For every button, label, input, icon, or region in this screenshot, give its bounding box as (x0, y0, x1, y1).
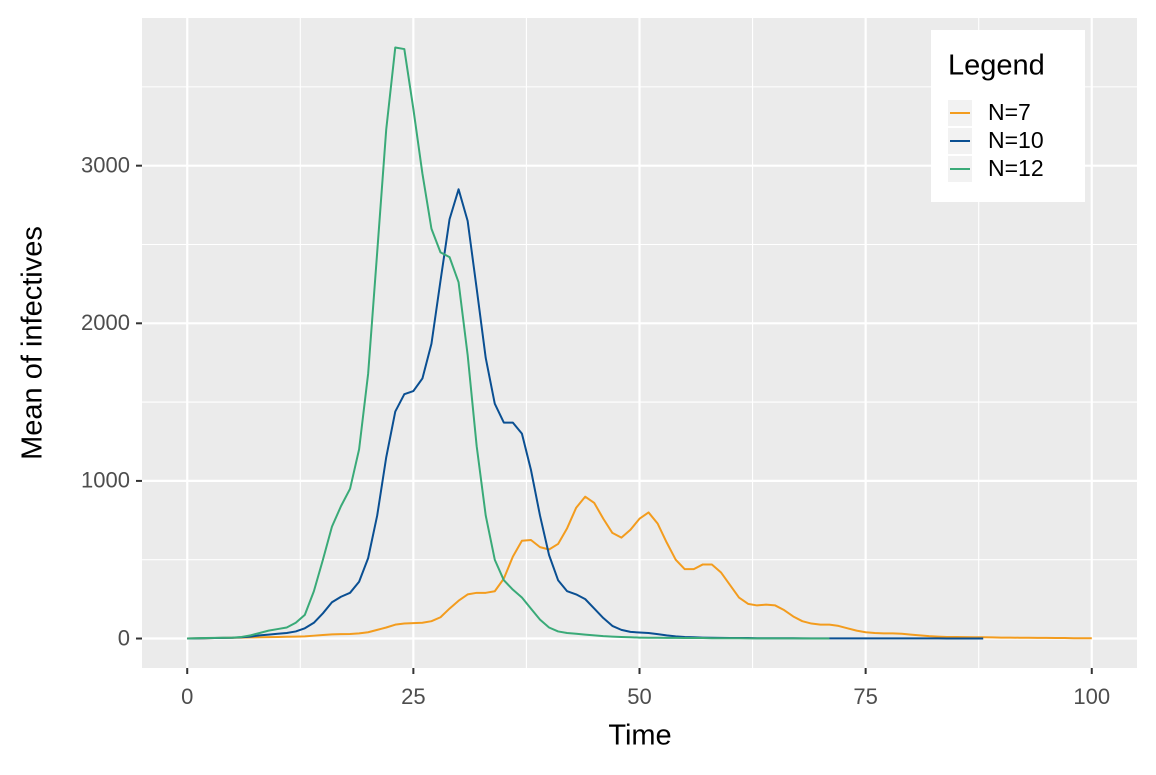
x-tick-label: 50 (627, 684, 651, 709)
x-tick-label: 75 (853, 684, 877, 709)
y-tick-label: 3000 (81, 152, 130, 177)
legend-label: N=7 (988, 99, 1031, 125)
legend-label: N=12 (988, 155, 1044, 181)
series-line (187, 188, 984, 640)
lines (187, 46, 1092, 640)
legend: Legend N=7N=10N=12 (931, 30, 1085, 202)
legend-label: N=10 (988, 127, 1044, 153)
series-line (187, 495, 1092, 640)
x-tick-label: 100 (1073, 684, 1110, 709)
y-tick-label: 2000 (81, 310, 130, 335)
y-tick-label: 1000 (81, 468, 130, 493)
x-tick-label: 0 (181, 684, 193, 709)
x-axis-title: Time (608, 720, 671, 752)
series-line (187, 46, 830, 640)
y-tick-label: 0 (118, 625, 130, 650)
legend-title: Legend (948, 50, 1045, 82)
y-axis-title: Mean of infectives (17, 226, 49, 460)
x-tick-label: 25 (401, 684, 425, 709)
